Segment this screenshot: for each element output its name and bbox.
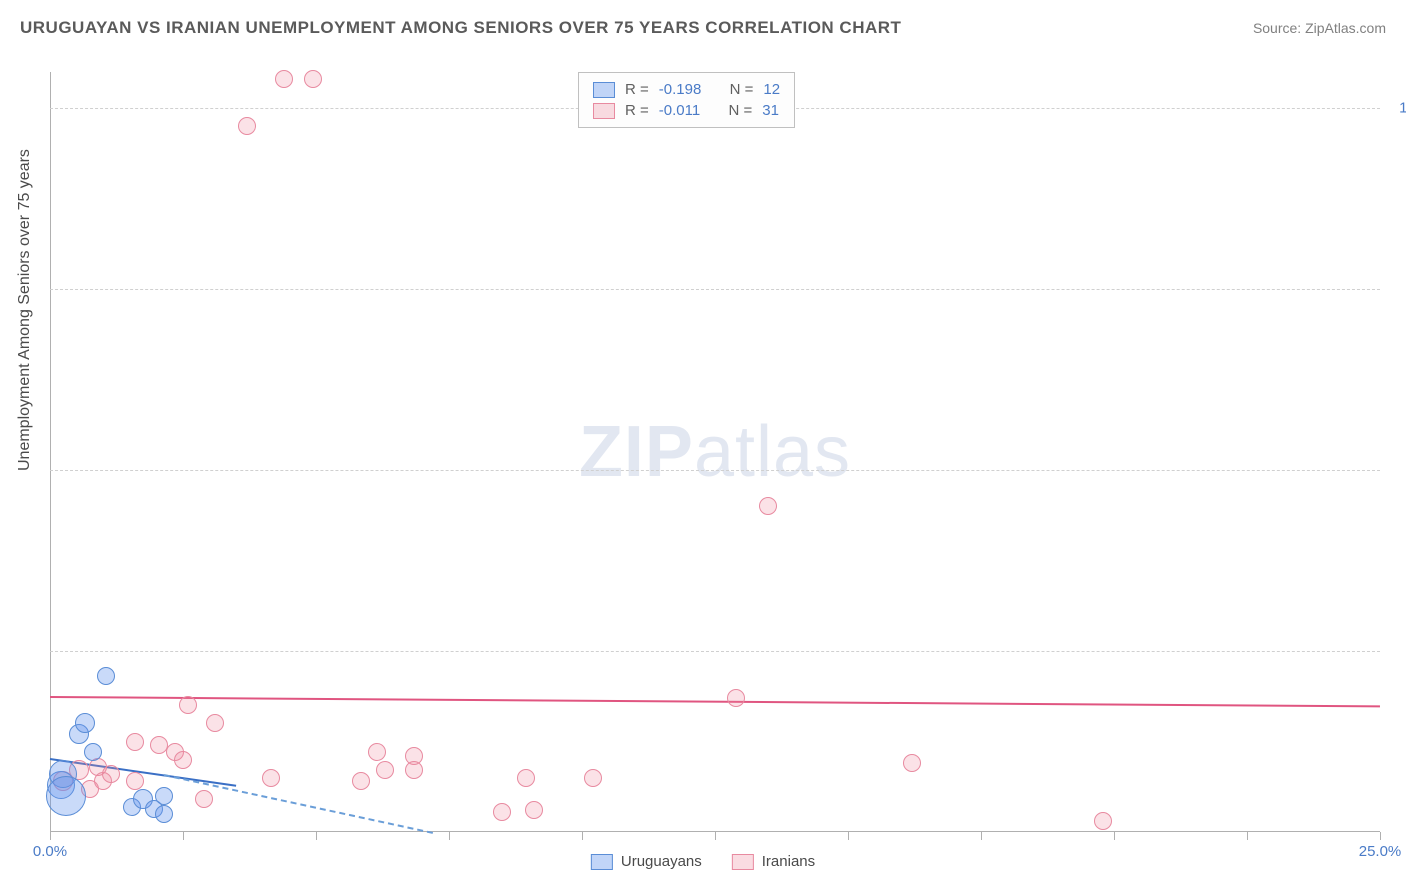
data-point xyxy=(352,772,370,790)
y-tick-label: 50.0% xyxy=(1390,462,1406,479)
watermark: ZIPatlas xyxy=(579,411,851,493)
data-point xyxy=(759,497,777,515)
watermark-atlas: atlas xyxy=(694,412,851,492)
n-label: N = xyxy=(730,81,754,98)
y-axis-label: Unemployment Among Seniors over 75 years xyxy=(16,149,34,471)
data-point xyxy=(525,801,543,819)
n-label: N = xyxy=(729,102,753,119)
x-tick xyxy=(981,832,982,840)
x-tick-label: 0.0% xyxy=(33,843,67,860)
stats-box: R = -0.198 N = 12 R = -0.011 N = 31 xyxy=(578,72,795,128)
data-point xyxy=(903,754,921,772)
legend-label-uruguayans: Uruguayans xyxy=(621,853,702,870)
x-tick xyxy=(715,832,716,840)
x-tick xyxy=(1114,832,1115,840)
r-value-iranians: -0.011 xyxy=(659,102,700,119)
n-value-uruguayans: 12 xyxy=(763,81,780,98)
data-point xyxy=(206,714,224,732)
chart-title: URUGUAYAN VS IRANIAN UNEMPLOYMENT AMONG … xyxy=(20,18,901,38)
data-point xyxy=(368,743,386,761)
data-point xyxy=(376,761,394,779)
stats-row-uruguayans: R = -0.198 N = 12 xyxy=(593,79,780,100)
data-point xyxy=(179,696,197,714)
data-point xyxy=(102,765,120,783)
y-tick-label: 100.0% xyxy=(1390,100,1406,117)
data-point xyxy=(126,772,144,790)
x-tick xyxy=(449,832,450,840)
x-tick xyxy=(582,832,583,840)
legend-label-iranians: Iranians xyxy=(762,853,815,870)
legend-item-uruguayans: Uruguayans xyxy=(591,853,702,870)
data-point xyxy=(126,733,144,751)
data-point xyxy=(155,805,173,823)
gridline xyxy=(50,470,1380,471)
data-point xyxy=(405,761,423,779)
x-tick xyxy=(1380,832,1381,840)
chart-container: Unemployment Among Seniors over 75 years… xyxy=(0,50,1406,892)
data-point xyxy=(275,70,293,88)
data-point xyxy=(195,790,213,808)
bottom-legend: Uruguayans Iranians xyxy=(591,853,815,870)
x-tick xyxy=(316,832,317,840)
data-point xyxy=(75,713,95,733)
plot-area: ZIPatlas 25.0%50.0%75.0%100.0%0.0%25.0% xyxy=(50,72,1380,832)
data-point xyxy=(584,769,602,787)
swatch-pink-icon xyxy=(593,103,615,119)
data-point xyxy=(84,743,102,761)
data-point xyxy=(493,803,511,821)
stats-row-iranians: R = -0.011 N = 31 xyxy=(593,100,780,121)
data-point xyxy=(46,776,86,816)
swatch-blue-icon xyxy=(593,82,615,98)
x-tick xyxy=(848,832,849,840)
swatch-pink-icon xyxy=(732,854,754,870)
data-point xyxy=(517,769,535,787)
r-label: R = xyxy=(625,102,649,119)
data-point xyxy=(727,689,745,707)
data-point xyxy=(304,70,322,88)
gridline xyxy=(50,289,1380,290)
x-tick xyxy=(183,832,184,840)
watermark-zip: ZIP xyxy=(579,412,694,492)
x-tick-label: 25.0% xyxy=(1359,843,1402,860)
y-axis-line xyxy=(50,72,51,832)
chart-header: URUGUAYAN VS IRANIAN UNEMPLOYMENT AMONG … xyxy=(20,18,1386,38)
x-tick xyxy=(50,832,51,840)
chart-source: Source: ZipAtlas.com xyxy=(1253,20,1386,36)
trend-line xyxy=(50,696,1380,707)
y-tick-label: 25.0% xyxy=(1390,643,1406,660)
y-tick-label: 75.0% xyxy=(1390,281,1406,298)
data-point xyxy=(174,751,192,769)
data-point xyxy=(1094,812,1112,830)
data-point xyxy=(97,667,115,685)
data-point xyxy=(262,769,280,787)
n-value-iranians: 31 xyxy=(762,102,779,119)
data-point xyxy=(155,787,173,805)
gridline xyxy=(50,651,1380,652)
data-point xyxy=(238,117,256,135)
x-tick xyxy=(1247,832,1248,840)
swatch-blue-icon xyxy=(591,854,613,870)
r-value-uruguayans: -0.198 xyxy=(659,81,702,98)
legend-item-iranians: Iranians xyxy=(732,853,815,870)
r-label: R = xyxy=(625,81,649,98)
